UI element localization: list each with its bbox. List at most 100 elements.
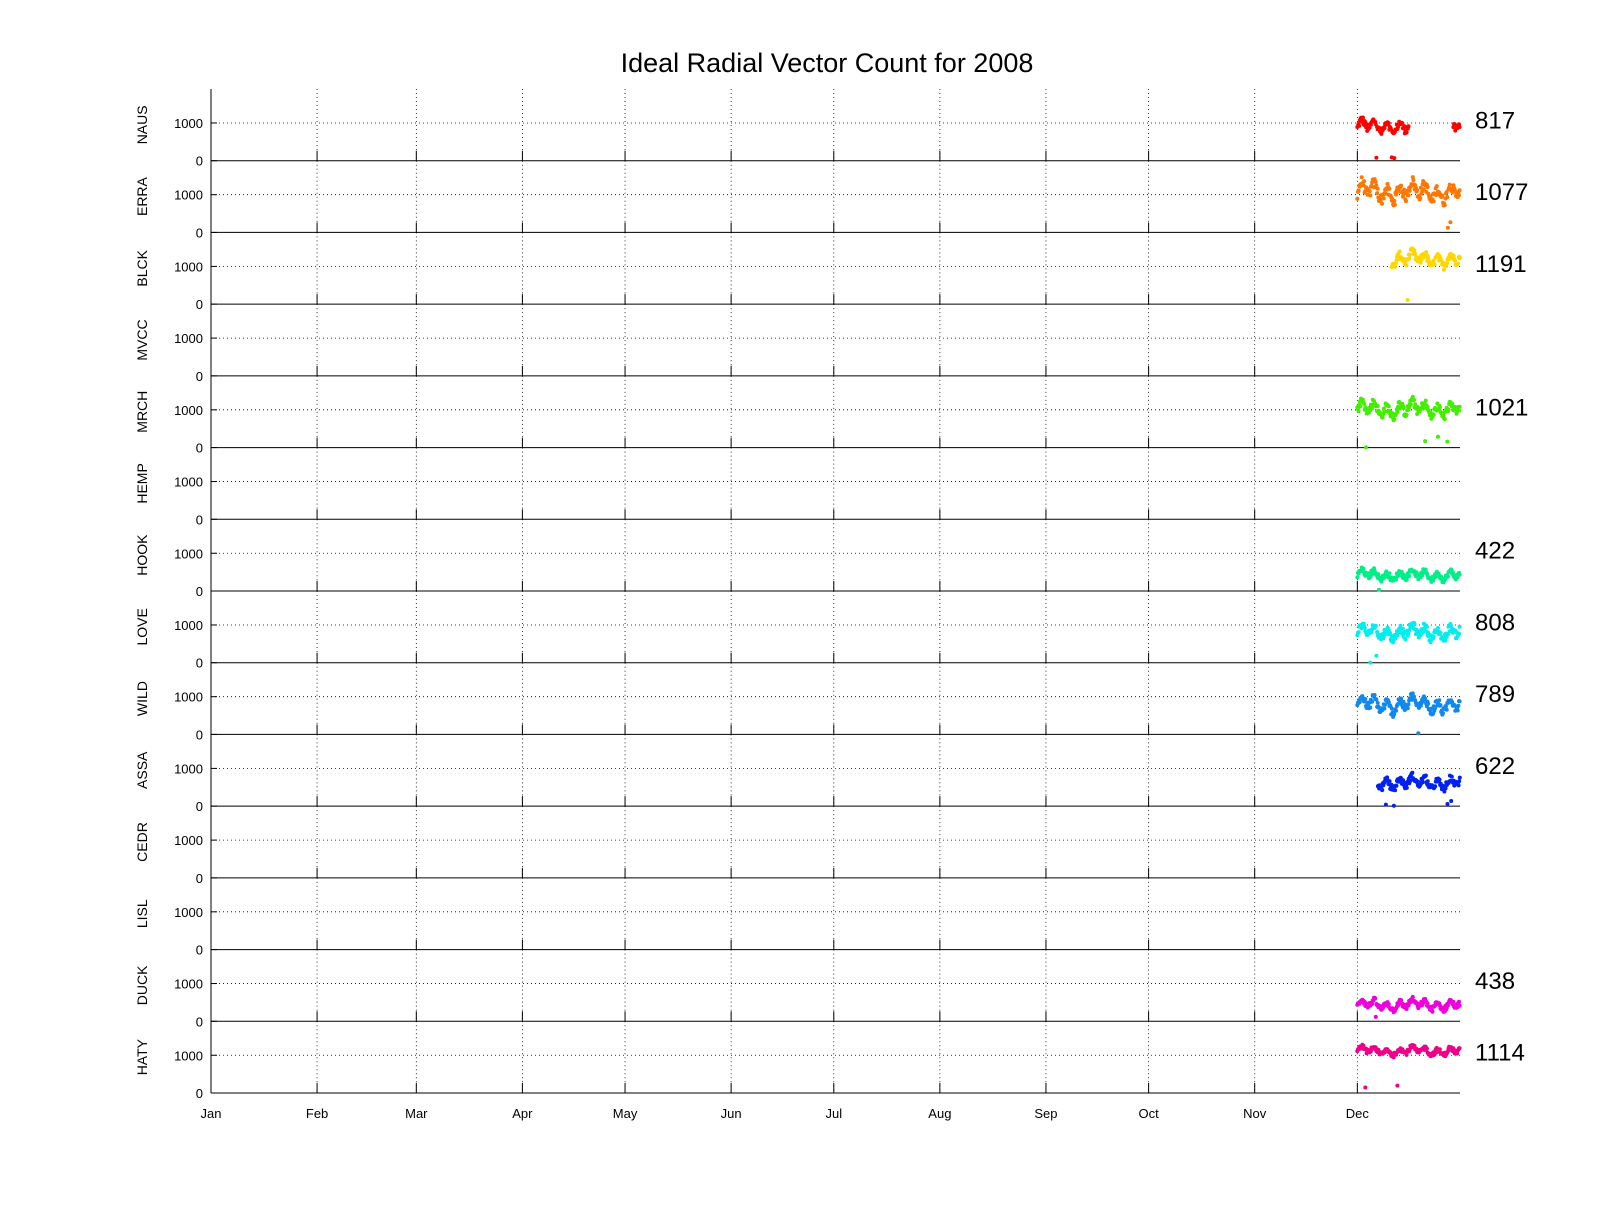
- data-point-naus: [1357, 123, 1362, 128]
- y-tick-label: 1000: [174, 116, 203, 131]
- data-point-mrch: [1446, 407, 1451, 412]
- annotation-mrch: 1021: [1475, 394, 1528, 421]
- data-point-blck: [1393, 264, 1398, 269]
- x-tick-label: Mar: [405, 1106, 428, 1121]
- data-point-blck: [1412, 248, 1417, 253]
- data-point-erra: [1367, 189, 1372, 194]
- data-point-mrch: [1386, 404, 1391, 409]
- annotation-duck: 438: [1475, 968, 1515, 995]
- chart-title: Ideal Radial Vector Count for 2008: [621, 48, 1034, 78]
- annotation-naus: 817: [1475, 107, 1515, 134]
- data-point-mrch: [1380, 415, 1385, 420]
- data-point-wild: [1457, 699, 1462, 704]
- y-tick-label: 1000: [174, 905, 203, 920]
- data-point-mrch: [1450, 401, 1455, 406]
- data-point-blck: [1397, 249, 1402, 254]
- data-point-blck: [1446, 257, 1451, 262]
- data-point-erra: [1374, 183, 1379, 188]
- data-point-haty: [1395, 1083, 1400, 1088]
- data-point-hook: [1457, 572, 1462, 577]
- data-point-erra: [1368, 193, 1373, 198]
- data-point-mrch: [1392, 417, 1397, 422]
- data-point-blck: [1404, 263, 1409, 268]
- data-point-blck: [1456, 261, 1461, 266]
- data-point-erra: [1385, 182, 1390, 186]
- series-label-hook: HOOK: [134, 534, 150, 576]
- y-tick-label: 1000: [174, 259, 203, 274]
- data-point-wild: [1433, 706, 1437, 711]
- y-tick-label: 0: [196, 154, 203, 169]
- data-point-mrch: [1362, 401, 1367, 406]
- data-point-naus: [1400, 121, 1405, 126]
- data-point-erra: [1445, 195, 1450, 200]
- data-point-wild: [1412, 694, 1416, 699]
- data-point-wild: [1444, 704, 1448, 709]
- series-label-duck: DUCK: [134, 965, 150, 1005]
- data-point-duck: [1404, 1007, 1409, 1011]
- data-point-hook: [1387, 571, 1392, 576]
- series-label-mrch: MRCH: [134, 391, 150, 433]
- data-point-blck: [1432, 262, 1437, 267]
- data-point-love: [1398, 623, 1403, 628]
- data-point-blck: [1453, 258, 1457, 263]
- data-point-mrch: [1423, 398, 1428, 403]
- y-tick-label: 0: [196, 297, 203, 312]
- data-point-erra: [1359, 175, 1364, 180]
- data-point-mrch: [1413, 402, 1418, 407]
- data-point-erra: [1425, 185, 1430, 190]
- data-point-wild: [1406, 702, 1411, 707]
- data-point-wild: [1382, 706, 1387, 711]
- data-point-love: [1431, 635, 1436, 639]
- series-label-haty: HATY: [134, 1038, 150, 1075]
- y-tick-label: 1000: [174, 546, 203, 561]
- x-tick-label: Jan: [201, 1106, 222, 1121]
- data-point-assa: [1457, 775, 1462, 780]
- data-point-love: [1457, 624, 1462, 629]
- data-point-erra: [1415, 188, 1420, 193]
- data-point-erra: [1407, 188, 1412, 193]
- data-point-haty: [1361, 1043, 1366, 1048]
- data-point-naus: [1457, 125, 1462, 129]
- annotation-hook: 422: [1475, 538, 1515, 565]
- data-point-erra: [1387, 186, 1392, 191]
- data-point-wild: [1394, 708, 1399, 713]
- data-point-love: [1445, 632, 1450, 637]
- data-point-mrch: [1407, 405, 1412, 410]
- data-point-wild: [1372, 693, 1377, 697]
- data-point-love: [1438, 630, 1443, 635]
- data-point-mrch: [1445, 439, 1450, 444]
- data-point-wild: [1363, 697, 1368, 702]
- series-label-lisl: LISL: [134, 899, 150, 928]
- data-point-erra: [1362, 179, 1367, 184]
- data-point-love: [1457, 631, 1461, 636]
- data-point-blck: [1431, 258, 1436, 263]
- data-point-erra: [1399, 183, 1404, 188]
- data-point-mrch: [1423, 439, 1428, 444]
- x-tick-label: Aug: [928, 1106, 951, 1121]
- data-point-assa: [1393, 788, 1398, 793]
- y-tick-label: 1000: [174, 690, 203, 705]
- data-point-mrch: [1457, 404, 1462, 409]
- data-point-wild: [1357, 700, 1362, 704]
- data-point-naus: [1374, 155, 1379, 160]
- series-label-wild: WILD: [134, 681, 150, 716]
- data-point-mrch: [1364, 445, 1368, 450]
- data-point-wild: [1437, 698, 1442, 703]
- data-point-assa: [1449, 774, 1454, 779]
- data-point-erra: [1380, 201, 1384, 206]
- data-point-naus: [1453, 128, 1458, 133]
- data-point-mrch: [1436, 434, 1440, 439]
- x-tick-label: Nov: [1243, 1106, 1267, 1121]
- annotation-erra: 1077: [1475, 179, 1528, 206]
- data-point-assa: [1449, 799, 1454, 803]
- data-point-wild: [1410, 691, 1415, 696]
- data-point-blck: [1457, 256, 1462, 261]
- series-label-love: LOVE: [134, 608, 150, 645]
- y-tick-label: 0: [196, 943, 203, 958]
- data-point-hook: [1376, 587, 1381, 592]
- data-point-assa: [1423, 773, 1428, 778]
- data-point-duck: [1457, 999, 1461, 1004]
- data-point-assa: [1408, 778, 1413, 783]
- x-tick-label: Jun: [721, 1106, 742, 1121]
